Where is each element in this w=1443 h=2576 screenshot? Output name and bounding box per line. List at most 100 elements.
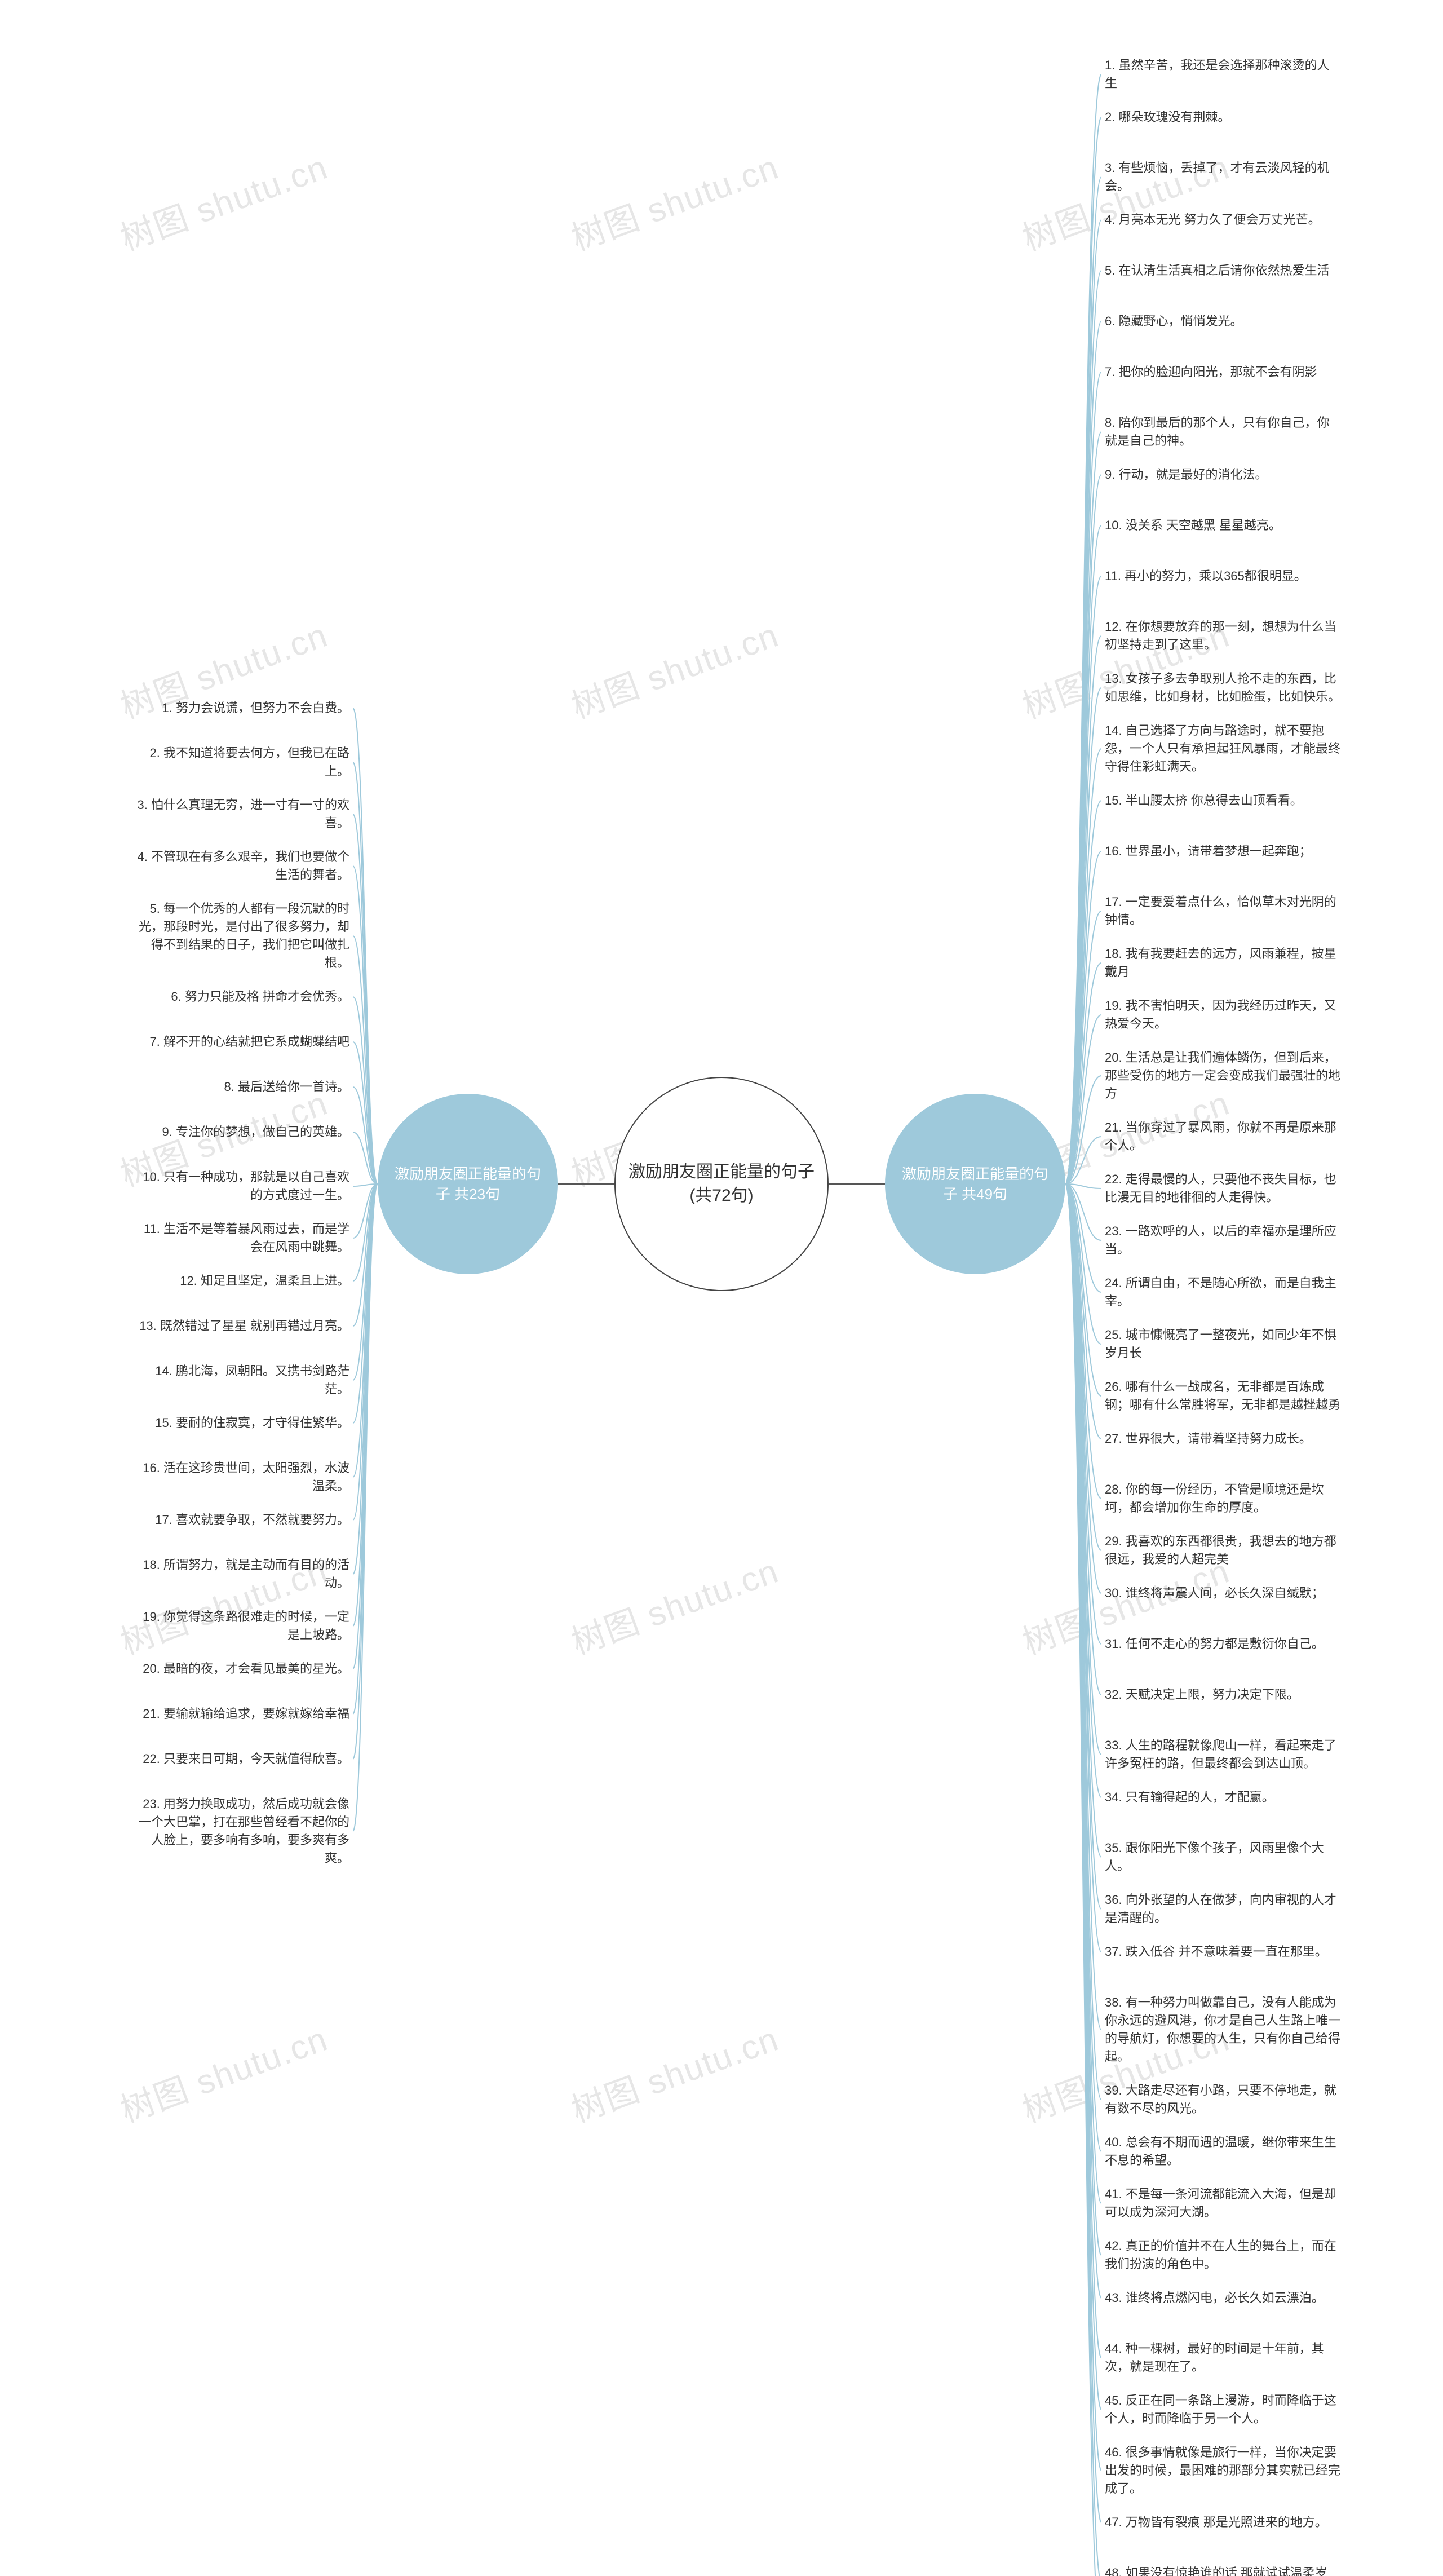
edge [1065,1184,1101,1188]
edge [1065,851,1101,1184]
leaf-item: 26. 哪有什么一战成名，无非都是百炼成钢；哪有什么常胜将军，无非都是越挫越勇 [1105,1378,1342,1414]
edge [1065,1184,1101,2358]
leaf-item: 18. 所谓努力，就是主动而有目的的活动。 [135,1556,349,1592]
edge [353,1184,378,1326]
leaf-item: 21. 要输就输给追求，要嫁就嫁给幸福 [135,1705,349,1723]
edge [1065,1184,1101,2100]
leaf-item: 12. 在你想要放弃的那一刻，想想为什么当初坚持走到了这里。 [1105,618,1342,654]
leaf-item: 2. 哪朵玫瑰没有荆棘。 [1105,108,1342,126]
watermark: 树图 shutu.cn [1015,140,1236,260]
leaf-item: 15. 半山腰太挤 你总得去山顶看看。 [1105,792,1342,810]
edge [1065,1184,1101,2255]
leaf-item: 46. 很多事情就像是旅行一样，当你决定要出发的时候，最困难的那部分其实就已经完… [1105,2444,1342,2498]
leaf-item: 31. 任何不走心的努力都是敷衍你自己。 [1105,1635,1342,1653]
watermark: 树图 shutu.cn [564,608,785,728]
center-node[interactable]: 激励朋友圈正能量的句子(共72句) [614,1077,829,1291]
edge [353,997,378,1184]
leaf-item: 14. 自己选择了方向与路途时，就不要抱怨，一个人只有承担起狂风暴雨，才能最终守… [1105,722,1342,776]
edge [1065,1184,1101,1240]
leaf-item: 7. 解不开的心结就把它系成蝴蝶结吧 [135,1033,349,1051]
leaf-item: 20. 生活总是让我们遍体鳞伤，但到后来，那些受伤的地方一定会变成我们最强壮的地… [1105,1049,1342,1103]
edge [353,814,378,1184]
edge [1065,1184,1101,2576]
leaf-item: 5. 在认清生活真相之后请你依然热爱生活 [1105,262,1342,280]
edge [1065,1184,1101,1550]
edge [1065,1137,1101,1184]
edge [353,1184,378,1281]
watermark: 树图 shutu.cn [564,2012,785,2132]
edge [1065,1184,1101,1857]
leaf-item: 6. 隐藏野心，悄悄发光。 [1105,312,1342,330]
edge [1065,576,1101,1184]
edge [1065,1184,1101,1439]
leaf-item: 6. 努力只能及格 拼命才会优秀。 [135,988,349,1006]
edge [353,866,378,1184]
leaf-item: 48. 如果没有惊艳谁的话 那就试试温柔岁月。 [1105,2564,1342,2576]
leaf-item: 4. 不管现在有多么艰辛，我们也要做个生活的舞者。 [135,848,349,884]
edge [1065,749,1101,1184]
edge [353,936,378,1184]
leaf-item: 37. 跌入低谷 并不意味着要一直在那里。 [1105,1943,1342,1961]
leaf-item: 3. 怕什么真理无穷，进一寸有一寸的欢喜。 [135,796,349,832]
edge [1065,1184,1101,1344]
leaf-item: 23. 一路欢呼的人，以后的幸福亦是理所应当。 [1105,1222,1342,1258]
branch-node-label: 激励朋友圈正能量的句子 共49句 [902,1164,1048,1205]
leaf-item: 21. 当你穿过了暴风雨，你就不再是原来那个人。 [1105,1119,1342,1155]
branch-node-label: 激励朋友圈正能量的句子 共23句 [395,1164,541,1205]
leaf-item: 1. 虽然辛苦，我还是会选择那种滚烫的人生 [1105,56,1342,92]
edge [1065,1184,1101,1292]
leaf-item: 22. 走得最慢的人，只要他不丧失目标，也比漫无目的地徘徊的人走得快。 [1105,1170,1342,1207]
edge [353,1184,378,1669]
edge [353,762,378,1184]
edge [1065,1184,1101,2030]
leaf-item: 39. 大路走尽还有小路，只要不停地走，就有数不尽的风光。 [1105,2082,1342,2118]
leaf-item: 14. 鹏北海，凤朝阳。又携书剑路茫茫。 [135,1362,349,1398]
edge [353,1184,378,1574]
leaf-item: 25. 城市慷慨亮了一整夜光，如同少年不惧岁月长 [1105,1326,1342,1362]
leaf-item: 10. 没关系 天空越黑 星星越亮。 [1105,516,1342,534]
watermark: 树图 shutu.cn [113,2012,334,2132]
edge [1065,1184,1101,1396]
edge [1065,1184,1101,1755]
edge [1065,525,1101,1184]
leaf-item: 9. 专注你的梦想，做自己的英雄。 [135,1123,349,1141]
edge [1065,1184,1101,2522]
edge [1065,177,1101,1184]
leaf-item: 38. 有一种努力叫做靠自己，没有人能成为你永远的避风港，你才是自己人生路上唯一… [1105,1994,1342,2066]
leaf-item: 15. 要耐的住寂寞，才守得住繁华。 [135,1414,349,1432]
edge [353,1184,378,1186]
edge [353,1184,378,1626]
leaf-item: 30. 谁终将声震人间，必长久深自缄默； [1105,1584,1342,1602]
leaf-item: 43. 谁终将点燃闪电，必长久如云漂泊。 [1105,2289,1342,2307]
edge [1065,636,1101,1184]
leaf-item: 4. 月亮本无光 努力久了便会万丈光芒。 [1105,211,1342,229]
edge [1065,1184,1101,1593]
edge [1065,1184,1101,1909]
edge [353,1184,378,1831]
edge [353,1087,378,1184]
edge [353,1184,378,1759]
edge [1065,963,1101,1184]
edge [1065,220,1101,1184]
branch-node-right[interactable]: 激励朋友圈正能量的句子 共49句 [885,1094,1065,1274]
leaf-item: 32. 天赋决定上限，努力决定下限。 [1105,1686,1342,1704]
edge [1065,911,1101,1184]
edge [1065,475,1101,1184]
edge [353,1132,378,1184]
leaf-item: 13. 女孩子多去争取别人抢不走的东西，比如思维，比如身材，比如脸蛋，比如快乐。 [1105,670,1342,706]
edge [1065,321,1101,1184]
leaf-item: 40. 总会有不期而遇的温暖，继你带来生生不息的希望。 [1105,2133,1342,2170]
edge [1065,1076,1101,1184]
branch-node-left[interactable]: 激励朋友圈正能量的句子 共23句 [378,1094,558,1274]
edge [1065,1184,1101,2576]
edge [353,1184,378,1477]
leaf-item: 20. 最暗的夜，才会看见最美的星光。 [135,1660,349,1678]
edge [1065,1184,1101,2203]
watermark: 树图 shutu.cn [564,140,785,260]
leaf-item: 9. 行动，就是最好的消化法。 [1105,466,1342,484]
edge [1065,1184,1101,2410]
leaf-item: 35. 跟你阳光下像个孩子，风雨里像个大人。 [1105,1839,1342,1875]
edge [1065,1184,1101,1644]
leaf-item: 24. 所谓自由，不是随心所欲，而是自我主宰。 [1105,1274,1342,1310]
leaf-item: 16. 活在这珍贵世间，太阳强烈，水波温柔。 [135,1459,349,1495]
